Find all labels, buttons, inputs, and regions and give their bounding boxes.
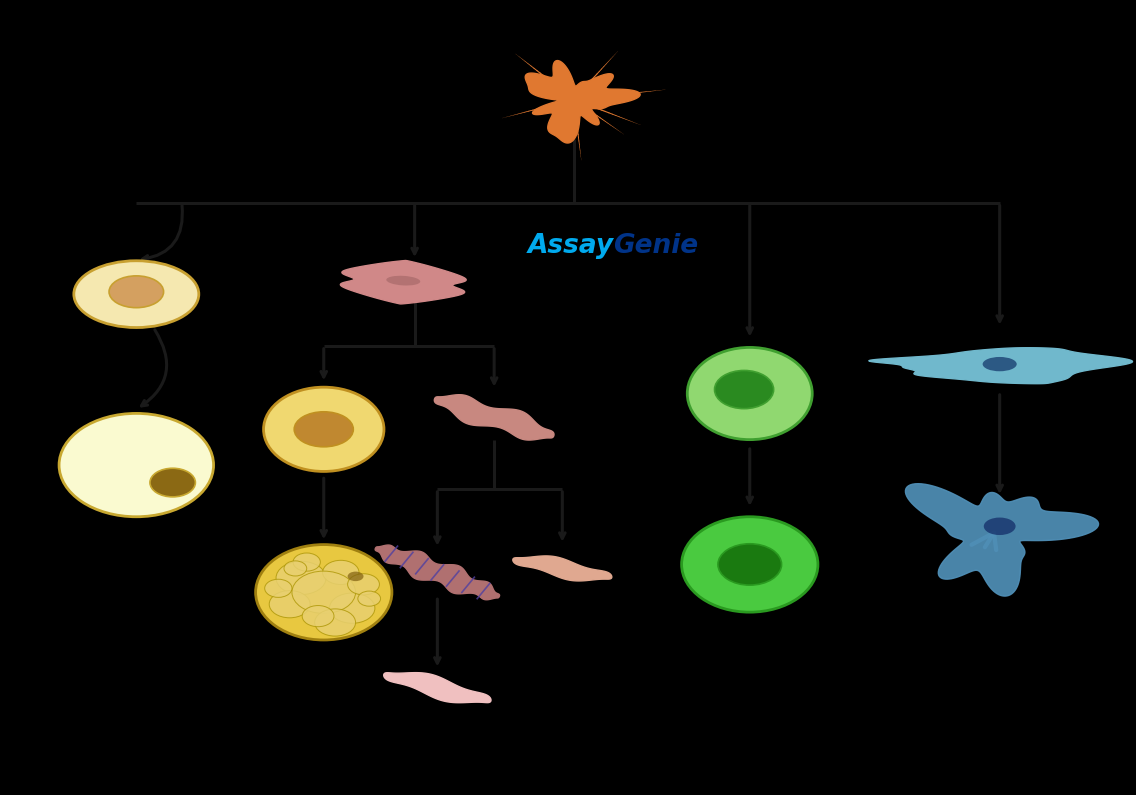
Ellipse shape	[264, 387, 384, 471]
Ellipse shape	[109, 276, 164, 308]
Ellipse shape	[315, 609, 356, 636]
Ellipse shape	[983, 357, 1017, 371]
Text: Genie: Genie	[613, 234, 699, 259]
Ellipse shape	[386, 276, 420, 285]
Ellipse shape	[358, 591, 381, 607]
Ellipse shape	[323, 560, 359, 584]
Ellipse shape	[265, 580, 292, 597]
Polygon shape	[512, 556, 612, 581]
Ellipse shape	[682, 517, 818, 612]
Ellipse shape	[294, 412, 353, 447]
Polygon shape	[341, 261, 466, 304]
Ellipse shape	[276, 561, 326, 595]
Ellipse shape	[348, 574, 379, 595]
Ellipse shape	[687, 347, 812, 440]
Ellipse shape	[256, 545, 392, 640]
Ellipse shape	[718, 544, 782, 585]
Polygon shape	[525, 60, 640, 143]
Ellipse shape	[302, 606, 334, 626]
Polygon shape	[375, 545, 500, 599]
Polygon shape	[434, 394, 554, 440]
Ellipse shape	[984, 518, 1016, 535]
Ellipse shape	[269, 591, 310, 618]
Ellipse shape	[59, 413, 214, 517]
Text: Assay: Assay	[527, 234, 613, 259]
Ellipse shape	[150, 468, 195, 497]
Ellipse shape	[715, 370, 774, 409]
Polygon shape	[869, 347, 1133, 384]
Ellipse shape	[284, 561, 307, 576]
Ellipse shape	[348, 572, 364, 581]
Ellipse shape	[74, 261, 199, 328]
Ellipse shape	[293, 553, 320, 571]
Ellipse shape	[292, 571, 356, 614]
Polygon shape	[384, 673, 491, 703]
Ellipse shape	[329, 593, 375, 623]
Polygon shape	[905, 483, 1099, 596]
